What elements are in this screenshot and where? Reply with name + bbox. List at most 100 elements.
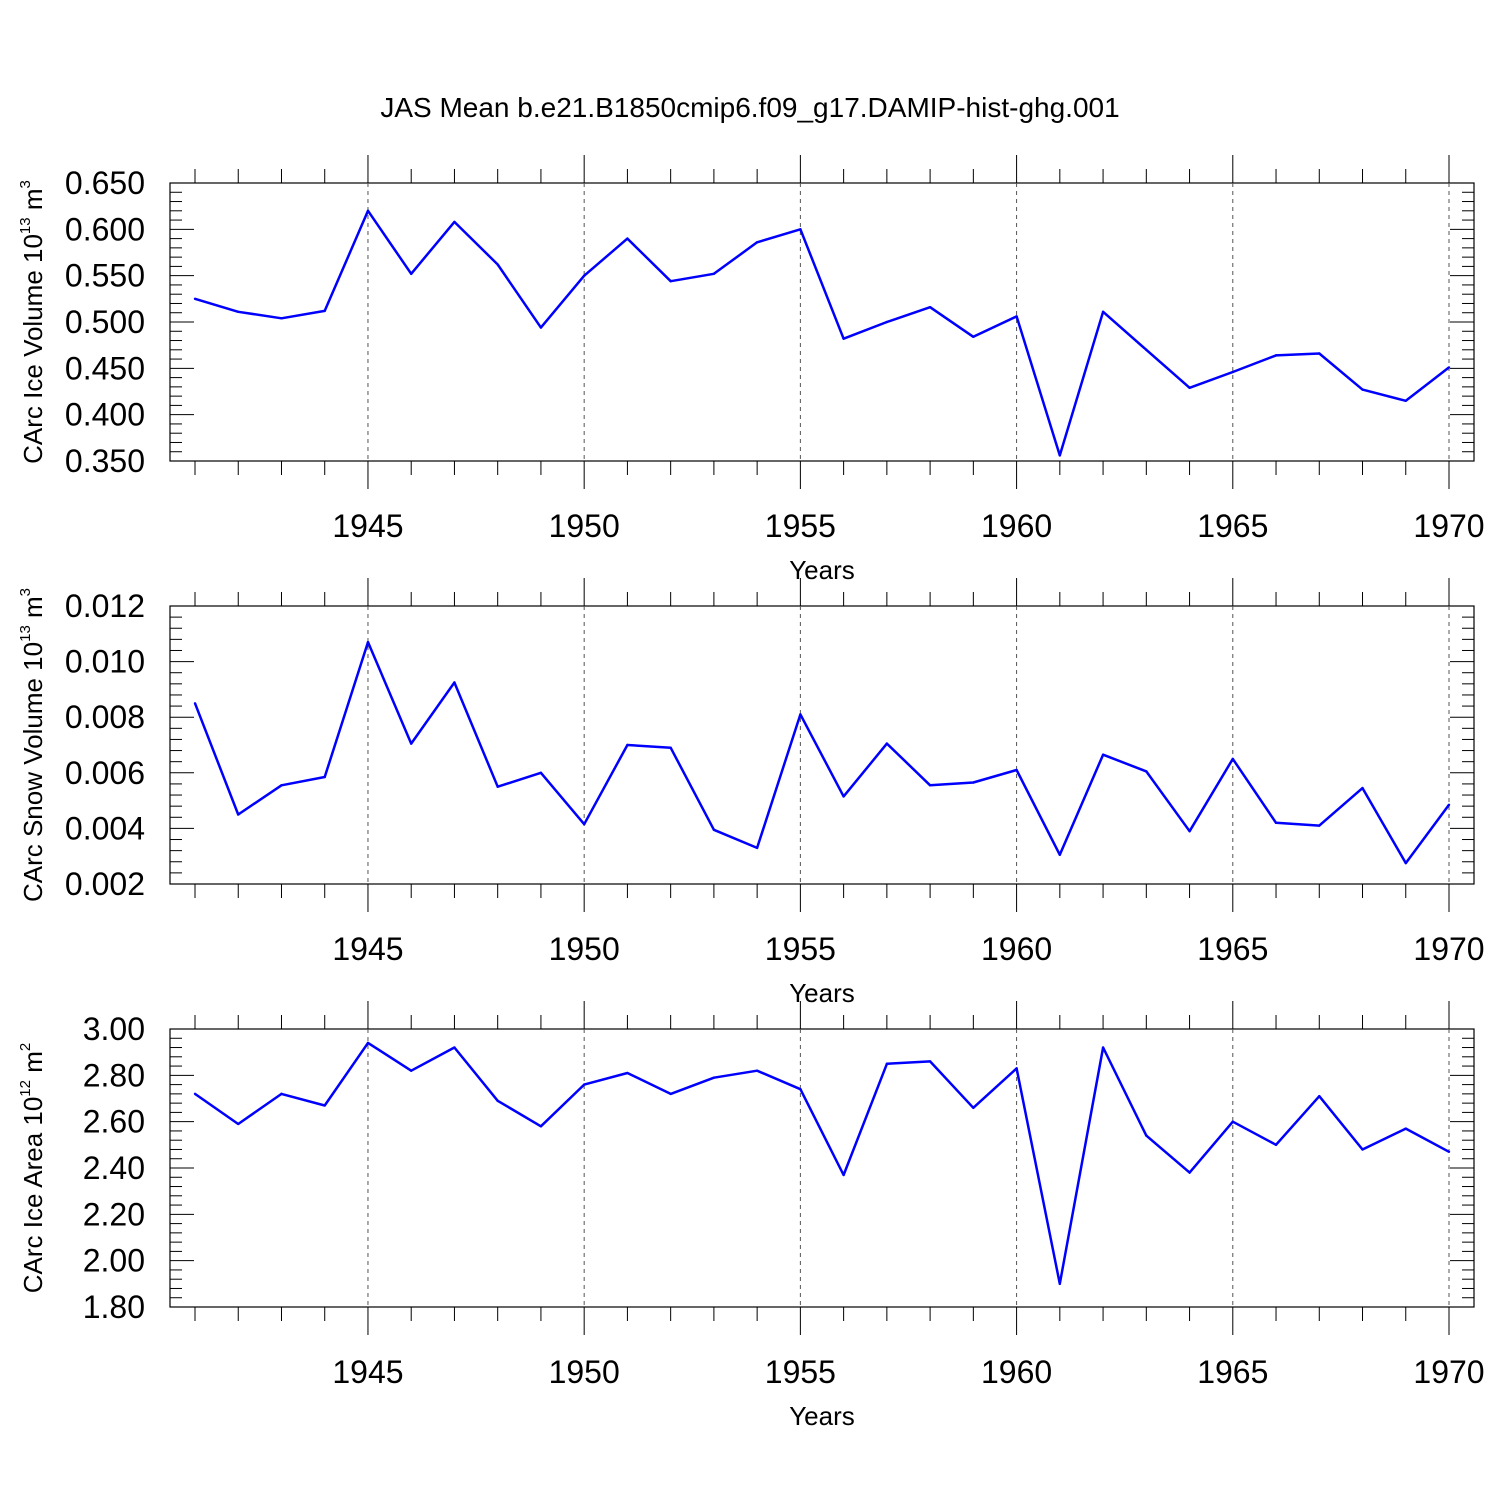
data-point — [1231, 1120, 1234, 1123]
data-point — [1058, 454, 1062, 457]
x-tick-label: 1945 — [332, 931, 403, 967]
data-point — [1145, 348, 1148, 351]
data-point — [539, 771, 543, 774]
data-point — [323, 309, 326, 313]
data-point — [669, 280, 672, 283]
data-point — [280, 784, 283, 787]
plot-frame — [169, 1028, 1475, 1308]
data-point — [972, 781, 975, 784]
y-tick-label: 0.004 — [65, 810, 145, 846]
data-point — [1274, 821, 1278, 825]
data-point — [712, 828, 716, 831]
data-point — [453, 1046, 456, 1049]
data-point — [972, 335, 975, 339]
data-point — [1404, 861, 1407, 865]
data-point — [669, 1092, 672, 1096]
x-tick-label: 1950 — [549, 508, 620, 544]
data-point — [928, 305, 932, 309]
x-tick-label: 1955 — [765, 1354, 836, 1390]
y-axis-title: CArc Snow Volume 1013 m3 — [17, 588, 48, 902]
y-tick-label: 0.350 — [65, 443, 145, 479]
data-point — [280, 1092, 283, 1096]
data-point — [1101, 1046, 1105, 1049]
data-point — [1058, 1282, 1062, 1286]
data-point — [1188, 829, 1191, 833]
data-point — [842, 1173, 845, 1177]
y-tick-label: 2.80 — [83, 1057, 145, 1093]
data-point — [755, 241, 759, 244]
data-point — [582, 274, 586, 277]
data-point — [410, 742, 413, 745]
data-point — [323, 775, 326, 779]
x-tick-label: 1950 — [549, 1354, 620, 1390]
y-tick-label: 0.010 — [65, 644, 145, 680]
x-tick-label: 1960 — [981, 508, 1052, 544]
data-point — [1101, 753, 1105, 756]
data-point — [1361, 388, 1364, 391]
data-point — [1188, 386, 1191, 389]
data-point — [366, 1041, 370, 1045]
data-point — [928, 784, 932, 787]
x-tick-label: 1970 — [1413, 508, 1484, 544]
data-point — [582, 1083, 586, 1086]
y-tick-label: 0.650 — [65, 165, 145, 201]
data-point — [1145, 770, 1148, 773]
data-point — [410, 272, 413, 276]
data-point — [1447, 366, 1451, 369]
data-point — [972, 1106, 975, 1109]
data-point — [237, 813, 240, 816]
data-point — [626, 743, 629, 747]
x-tick-label: 1970 — [1413, 1354, 1484, 1390]
x-tick-label: 1965 — [1197, 1354, 1268, 1390]
data-point — [453, 220, 456, 224]
y-tick-label: 2.20 — [83, 1196, 145, 1232]
x-tick-label: 1955 — [765, 931, 836, 967]
data-point — [799, 713, 802, 716]
data-point — [712, 1076, 716, 1079]
data-point — [1361, 1148, 1364, 1151]
y-tick-label: 0.012 — [65, 588, 145, 624]
y-axis-title: CArc Ice Area 1012 m2 — [17, 1043, 48, 1293]
data-point — [669, 746, 672, 749]
x-tick-label: 1945 — [332, 1354, 403, 1390]
data-point — [1101, 310, 1105, 314]
x-tick-label: 1965 — [1197, 931, 1268, 967]
data-point — [755, 1069, 759, 1072]
y-tick-label: 0.006 — [65, 755, 145, 791]
y-tick-label: 0.600 — [65, 211, 145, 247]
data-point — [626, 1071, 629, 1075]
x-tick-label: 1955 — [765, 508, 836, 544]
figure-title: JAS Mean b.e21.B1850cmip6.f09_g17.DAMIP-… — [380, 92, 1120, 123]
y-tick-label: 1.80 — [83, 1289, 145, 1325]
data-point — [1274, 1143, 1278, 1147]
y-tick-label: 0.500 — [65, 304, 145, 340]
data-point — [1015, 768, 1018, 772]
x-tick-label: 1965 — [1197, 508, 1268, 544]
y-tick-label: 2.40 — [83, 1150, 145, 1186]
data-point — [626, 237, 629, 240]
y-tick-label: 0.002 — [65, 866, 145, 902]
data-point — [842, 795, 845, 798]
data-point — [1231, 757, 1234, 761]
data-point — [799, 228, 802, 231]
data-point — [410, 1069, 413, 1072]
data-point — [237, 310, 240, 314]
data-point — [1318, 352, 1321, 355]
y-tick-label: 0.450 — [65, 350, 145, 386]
data-point — [1231, 370, 1234, 374]
data-point — [1015, 315, 1018, 318]
data-point — [366, 209, 370, 212]
x-tick-label: 1970 — [1413, 931, 1484, 967]
data-point — [193, 1092, 197, 1096]
data-point — [280, 317, 283, 320]
x-axis-title: Years — [789, 1401, 855, 1431]
series-line — [193, 640, 1451, 865]
data-point — [1404, 399, 1407, 402]
chart-panel-3: 1.80 2.00 2.20 2.40 2.60 2.80 3.00 1945 1950 1955… — [17, 1001, 1485, 1431]
data-point — [323, 1104, 326, 1107]
y-tick-label: 0.008 — [65, 699, 145, 735]
y-tick-label: 0.550 — [65, 258, 145, 294]
data-point — [193, 702, 197, 705]
data-point — [1447, 1150, 1451, 1153]
